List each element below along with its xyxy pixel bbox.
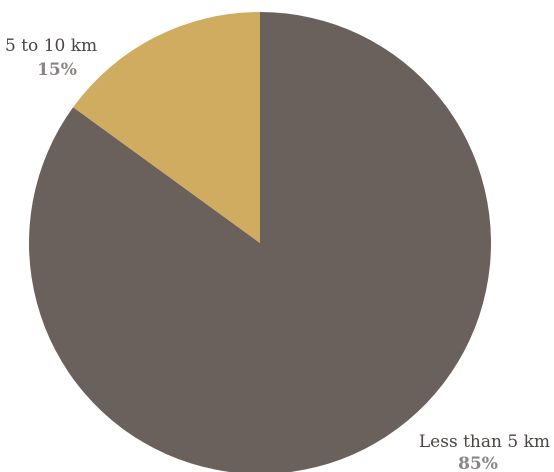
slice-label-5-to-10km: 5 to 10 km bbox=[5, 36, 97, 56]
pie-slices bbox=[29, 12, 491, 472]
pie-slice-5-to-10-km bbox=[73, 12, 261, 243]
slice-value-5-to-10km: 15% bbox=[37, 60, 77, 80]
slice-value-less-than-5km: 85% bbox=[458, 454, 498, 472]
pie-slice-less-than-5-km bbox=[29, 12, 491, 472]
slice-label-less-than-5km: Less than 5 km bbox=[419, 432, 550, 452]
